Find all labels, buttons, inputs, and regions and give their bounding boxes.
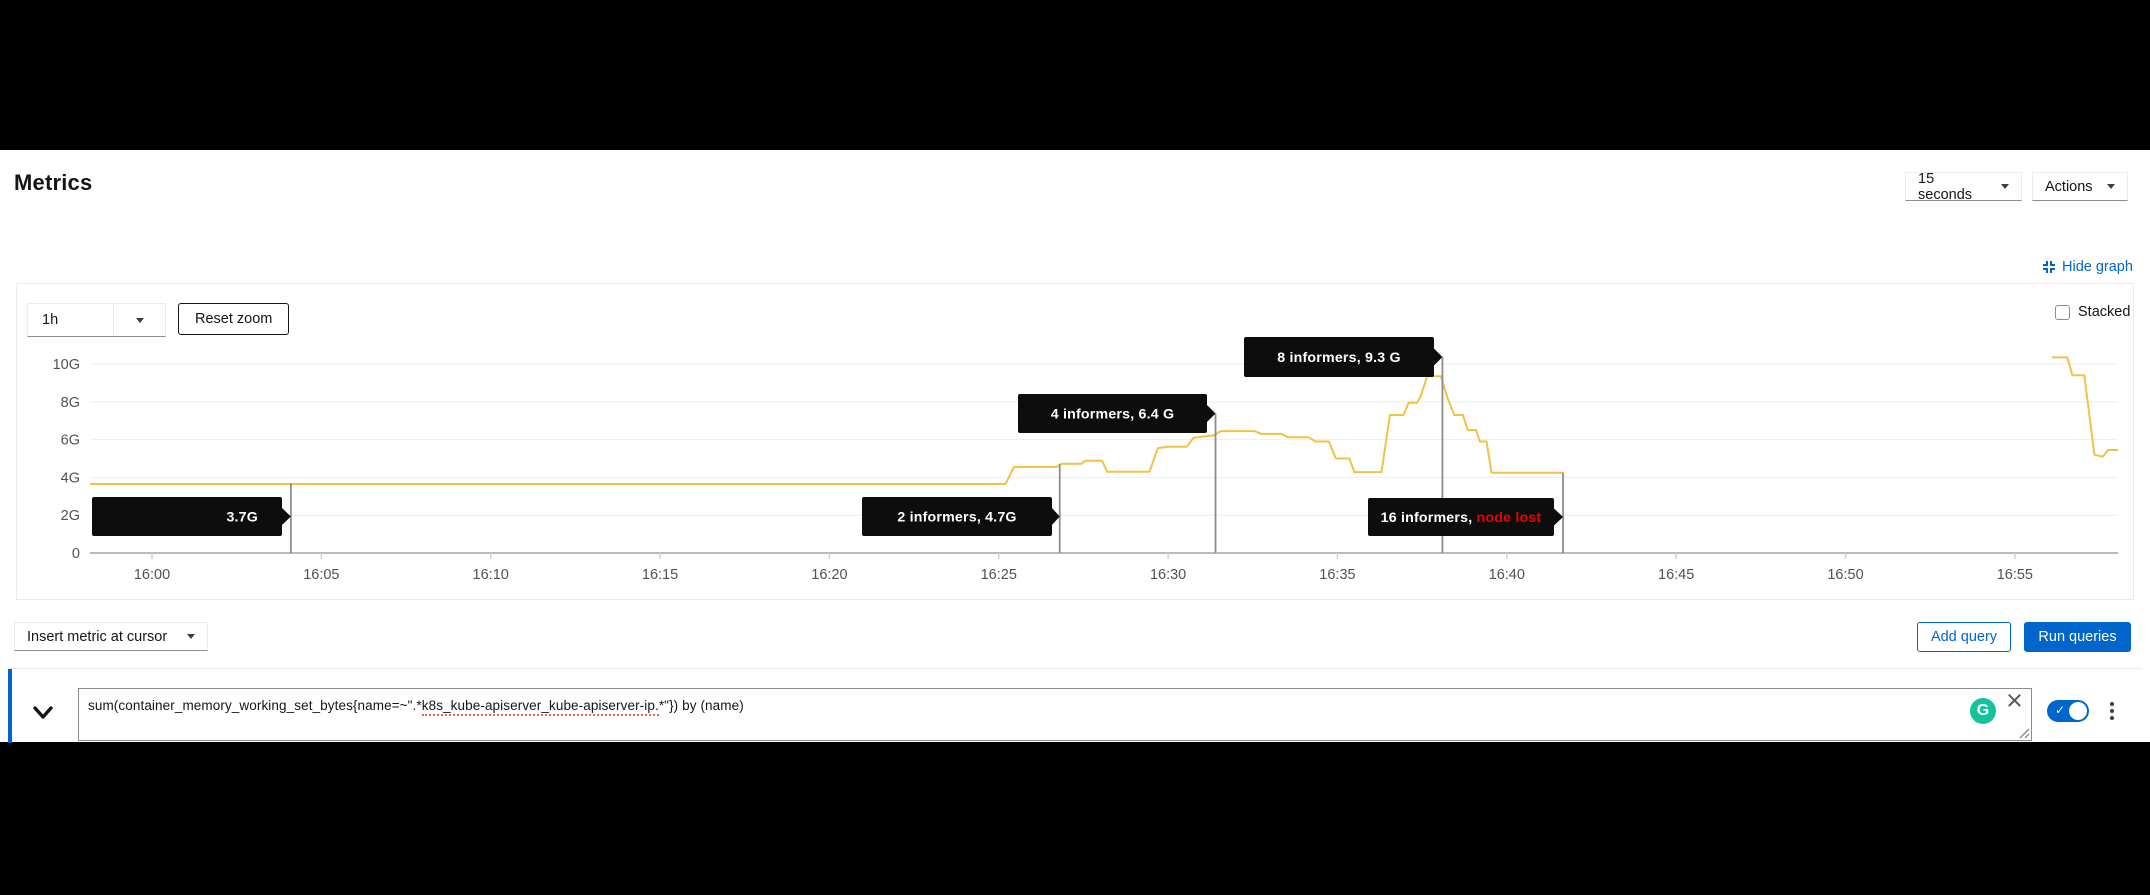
check-icon: ✓ — [2055, 703, 2066, 717]
stacked-checkbox[interactable] — [2055, 304, 2070, 320]
query-row: sum(container_memory_working_set_bytes{n… — [8, 668, 2142, 743]
reset-zoom-button[interactable]: Reset zoom — [178, 303, 290, 335]
query-text-pre: sum(container_memory_working_set_bytes{n… — [88, 698, 422, 713]
query-text-flagged: k8s_kube-apiserver_kube-apiserver-ip. — [421, 698, 659, 716]
run-queries-button[interactable]: Run queries — [2024, 622, 2131, 652]
metrics-page: Metrics 15 seconds Actions Hide graph 1h — [0, 150, 2150, 743]
stacked-label: Stacked — [2078, 304, 2131, 320]
page-title: Metrics — [14, 170, 93, 195]
poll-interval-value: 15 seconds — [1918, 170, 1973, 203]
timespan-value: 1h — [42, 312, 59, 328]
query-accent-bar — [8, 669, 12, 743]
grammarly-icon[interactable]: G — [1970, 698, 1996, 724]
hide-graph-label: Hide graph — [2062, 259, 2133, 275]
insert-metric-label: Insert metric at cursor — [27, 628, 168, 645]
timespan-dropdown[interactable]: 1h — [27, 303, 166, 337]
toggle-knob — [2069, 702, 2087, 720]
chevron-down-icon — [113, 304, 165, 336]
chevron-down-icon[interactable] — [32, 705, 54, 721]
query-input[interactable]: sum(container_memory_working_set_bytes{n… — [78, 688, 2032, 741]
query-expression: sum(container_memory_working_set_bytes{n… — [88, 698, 744, 716]
query-enabled-toggle[interactable]: ✓ — [2047, 700, 2089, 722]
actions-label: Actions — [2045, 178, 2093, 195]
add-query-button[interactable]: Add query — [1917, 622, 2011, 652]
query-text-post: *"}) by (name) — [658, 698, 744, 713]
hide-graph-link[interactable]: Hide graph — [2042, 259, 2133, 275]
close-icon[interactable]: × — [2006, 685, 2023, 717]
insert-metric-dropdown[interactable]: Insert metric at cursor — [14, 622, 208, 651]
stacked-control: Stacked — [2055, 304, 2130, 320]
graph-panel: 1h Reset zoom Stacked — [16, 283, 2134, 600]
compress-icon — [2043, 261, 2055, 273]
chevron-down-icon — [2001, 184, 2009, 189]
poll-interval-dropdown[interactable]: 15 seconds — [1905, 170, 2022, 203]
chevron-down-icon — [187, 634, 195, 639]
resize-handle-icon[interactable] — [2018, 727, 2030, 739]
chevron-down-icon — [2107, 184, 2115, 189]
actions-dropdown[interactable]: Actions — [2032, 172, 2128, 201]
kebab-menu-icon[interactable] — [2106, 702, 2118, 720]
